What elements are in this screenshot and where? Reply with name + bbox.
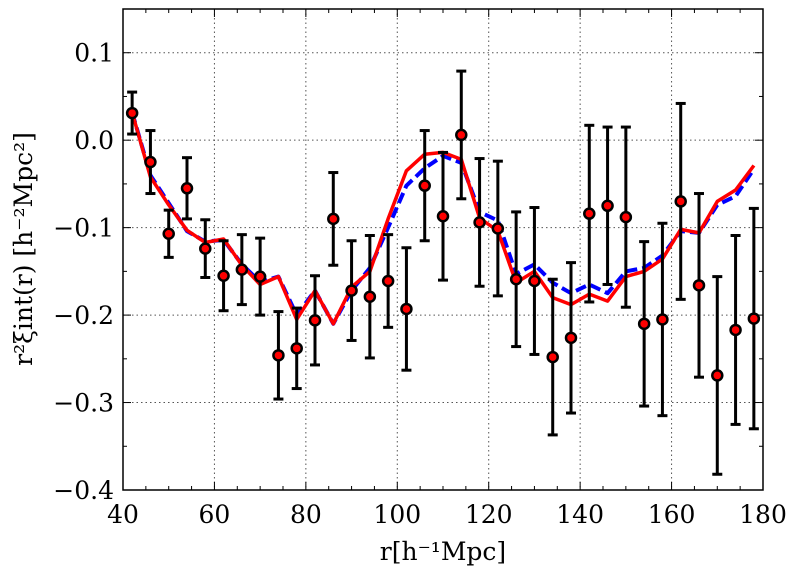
y-tick-label: 0.1	[74, 39, 114, 68]
y-tick-label: 0.0	[74, 126, 114, 155]
data-point	[217, 269, 230, 282]
y-tick-label: −0.3	[53, 389, 114, 418]
data-point	[692, 279, 706, 292]
data-point	[546, 350, 559, 364]
tick-labels: 40 60 80 100 120 140 160 180 −0.4 −0.3 −0.2 −0.1 0.0…	[53, 39, 787, 529]
data-point	[199, 242, 212, 255]
data-point	[637, 317, 651, 331]
y-tick-label: −0.4	[53, 476, 114, 505]
x-tick-label: 120	[465, 500, 513, 529]
data-point	[162, 227, 175, 241]
y-tick-label: −0.2	[53, 301, 114, 330]
data-point	[473, 216, 486, 229]
data-point	[308, 314, 322, 327]
data-point	[180, 182, 194, 195]
plot-frame	[122, 8, 764, 491]
data-point	[747, 312, 761, 325]
data-point	[272, 349, 285, 362]
data-point	[674, 195, 687, 208]
x-axis-title: r[h⁻¹Mpc]	[380, 537, 506, 566]
data-point	[528, 274, 541, 288]
data-point	[583, 207, 596, 220]
data-point	[729, 323, 742, 337]
data-point	[345, 284, 358, 297]
data-point	[436, 210, 450, 223]
x-tick-label: 140	[556, 500, 604, 529]
x-tick-label: 180	[739, 500, 787, 529]
data-point	[601, 199, 614, 213]
data-point	[363, 290, 377, 303]
y-tick-label: −0.1	[53, 214, 114, 243]
data-point	[144, 155, 157, 169]
data-point	[656, 313, 669, 326]
data-point	[327, 212, 340, 226]
data-point	[711, 369, 724, 382]
x-tick-label: 40	[107, 500, 139, 529]
data-point	[381, 274, 395, 288]
data-point	[509, 272, 523, 286]
data-point	[235, 263, 249, 276]
x-tick-label: 160	[648, 500, 696, 529]
data-point	[400, 302, 413, 316]
data-point	[619, 210, 633, 224]
data-point	[491, 222, 505, 235]
data-point	[125, 106, 139, 120]
data-point	[455, 128, 468, 142]
x-tick-label: 80	[290, 500, 322, 529]
y-axis-title: r²ξint(r) [h⁻²Mpc²]	[9, 132, 38, 366]
x-tick-label: 100	[373, 500, 421, 529]
data-points	[125, 106, 761, 382]
data-point	[418, 179, 431, 192]
data-point	[564, 331, 578, 345]
x-tick-label: 60	[199, 500, 231, 529]
data-point	[253, 270, 267, 283]
data-point	[290, 342, 303, 355]
